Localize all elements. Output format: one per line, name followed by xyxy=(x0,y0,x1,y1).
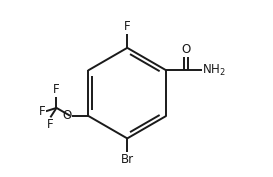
Text: O: O xyxy=(62,109,72,122)
Text: F: F xyxy=(47,118,53,131)
Text: NH$_2$: NH$_2$ xyxy=(202,63,226,78)
Text: F: F xyxy=(124,20,130,33)
Text: F: F xyxy=(53,83,60,96)
Text: Br: Br xyxy=(121,153,134,166)
Text: F: F xyxy=(38,105,45,118)
Text: O: O xyxy=(181,43,191,56)
